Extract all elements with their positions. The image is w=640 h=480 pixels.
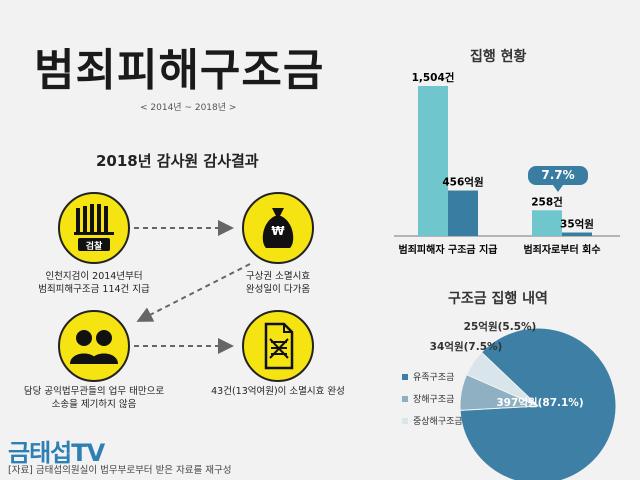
step3-caption: 담당 공익법무관들의 업무 태만으로 소송을 제기하지 않음 (23, 386, 165, 410)
breakdown-pie-chart: 397억원(87.1%) 34억원(7.5%) 25억원(5.5%) (430, 320, 617, 480)
bar-category-label: 범죄피해자 구조금 지급 (399, 243, 498, 256)
recovery-rate-badge: 7.7% (524, 166, 592, 198)
rate-badge-text: 7.7% (541, 168, 575, 182)
rate-badge-shape (528, 166, 588, 192)
pie-slice-label: 25억원(5.5%) (464, 320, 537, 333)
people-icon (70, 330, 118, 364)
bar-1-1 (562, 232, 592, 236)
audit-heading: 2018년 감사원 감사결과 (96, 152, 259, 170)
bar-value-label: 258건 (531, 195, 563, 208)
channel-logo: 금태섭TV (8, 439, 105, 467)
breakdown-heading: 구조금 집행 내역 (448, 291, 548, 307)
step4-caption: 43건(13억여원)이 소멸시효 완성 (211, 386, 345, 397)
legend-item: 중상해구조금 (402, 414, 463, 427)
pie-slice-label: 397억원(87.1%) (496, 396, 583, 409)
period-label: < 2014년 ~ 2018년 > (140, 103, 237, 113)
prosecution-circle: 검찰 (58, 192, 130, 264)
crossed-document-icon (264, 322, 294, 370)
legend-label: 장해구조금 (413, 395, 455, 405)
money-bag-icon (262, 208, 294, 248)
pie-slice-2 (465, 351, 539, 407)
expired-document-circle (242, 310, 314, 382)
money-bag-circle: ₩ (242, 192, 314, 264)
legend-item: 유족구조금 (402, 370, 463, 383)
page-title: 범죄피해구조금 (34, 45, 325, 96)
pie-slice-label: 34억원(7.5%) (430, 340, 503, 353)
legend-item: 장해구조금 (402, 392, 463, 405)
prosecution-badge: 검찰 (85, 242, 103, 252)
legend-swatch (402, 395, 408, 402)
pie-slice-0 (459, 327, 617, 480)
bar-value-label: 35억원 (560, 218, 594, 231)
won-symbol: ₩ (271, 224, 285, 238)
execution-heading: 집행 현황 (470, 49, 527, 65)
step1-caption: 인천지검이 2014년부터 범죄피해구조금 114건 지급 (38, 271, 150, 295)
arrow-step2-to-3 (136, 263, 251, 322)
officials-circle (58, 310, 130, 382)
bar-0-0 (418, 86, 448, 236)
bar-value-label: 1,504건 (412, 71, 455, 84)
bar-1-0 (532, 210, 562, 236)
bar-category-label: 범죄자로부터 회수 (523, 243, 600, 256)
bar-value-label: 456억원 (442, 176, 483, 189)
step2-caption: 구상권 소멸시효 완성일이 다가옴 (245, 271, 311, 295)
prosecution-building-icon (74, 204, 114, 251)
legend-label: 유족구조금 (413, 373, 455, 383)
legend-swatch (402, 373, 408, 380)
bar-0-1 (448, 190, 478, 236)
legend-swatch (402, 417, 408, 424)
source-note: [자료] 금태섭의원실이 법무부로부터 받은 자료를 재구성 (8, 465, 232, 476)
legend-label: 중상해구조금 (413, 417, 463, 427)
